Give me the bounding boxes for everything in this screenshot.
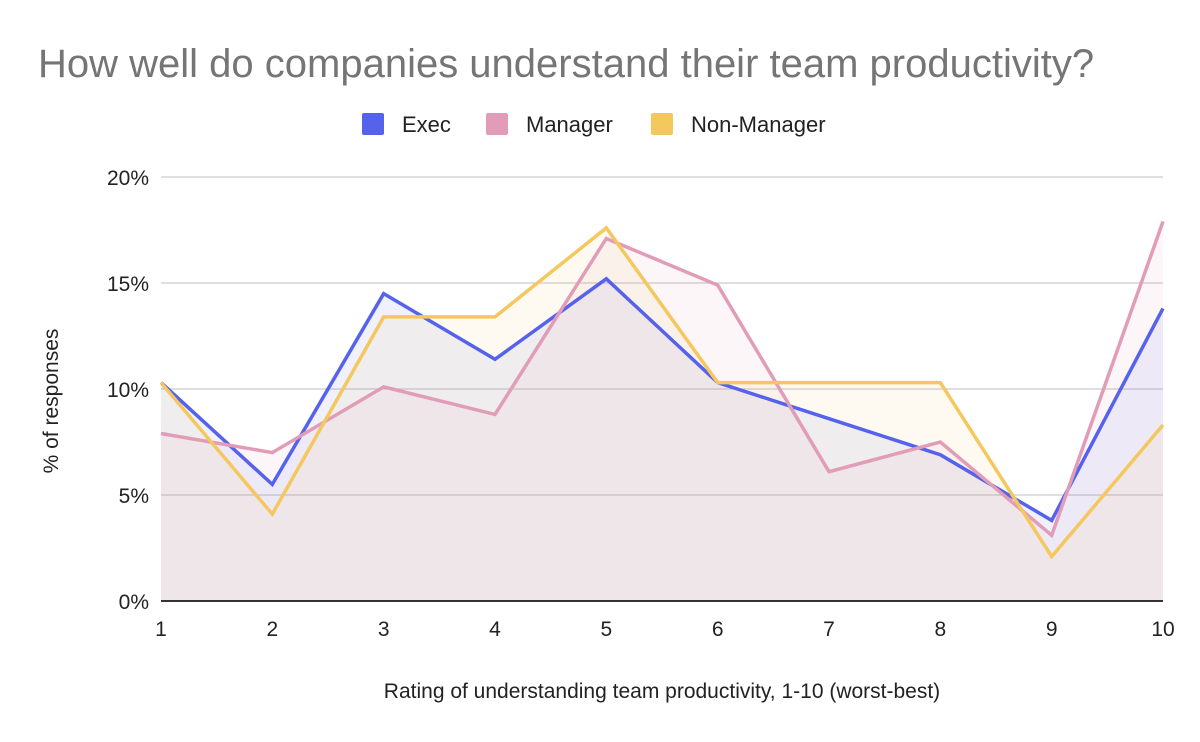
y-axis-ticks: 0% 5% 10% 15% 20% [107,167,149,614]
legend[interactable]: Exec Manager Non-Manager [362,112,826,137]
series-line[interactable] [159,225,1165,560]
legend-swatch [651,113,673,135]
series-lines[interactable] [159,220,1165,560]
y-tick-label: 20% [107,167,149,190]
x-tick-label: 2 [266,618,278,641]
legend-item[interactable]: Non-Manager [651,112,826,137]
y-tick-label: 15% [107,273,149,296]
y-tick-label: 0% [119,591,149,614]
chart-title: How well do companies understand their t… [38,42,1094,86]
legend-swatch [362,113,384,135]
y-axis-title: % of responses [40,329,63,474]
series-area [161,221,1163,601]
legend-label: Exec [402,112,451,137]
x-tick-label: 3 [378,618,390,641]
series-areas [161,221,1163,601]
y-tick-label: 10% [107,379,149,402]
series-area [161,227,1163,601]
x-axis-title: Rating of understanding team productivit… [384,680,940,703]
x-axis-ticks: 1 2 3 4 5 6 7 8 9 10 [155,618,1175,641]
legend-label: Non-Manager [691,112,826,137]
x-tick-label: 10 [1151,618,1174,641]
x-tick-label: 4 [489,618,501,641]
series-area [161,278,1163,601]
series-line[interactable] [160,220,1165,539]
y-tick-label: 5% [119,485,149,508]
x-tick-label: 9 [1046,618,1058,641]
legend-item[interactable]: Exec [362,112,451,137]
legend-item[interactable]: Manager [486,112,613,137]
x-tick-label: 7 [823,618,835,641]
legend-swatch [486,113,508,135]
x-tick-label: 1 [155,618,167,641]
x-tick-label: 6 [712,618,724,641]
x-tick-label: 5 [600,618,612,641]
legend-label: Manager [526,112,613,137]
x-tick-label: 8 [934,618,946,641]
